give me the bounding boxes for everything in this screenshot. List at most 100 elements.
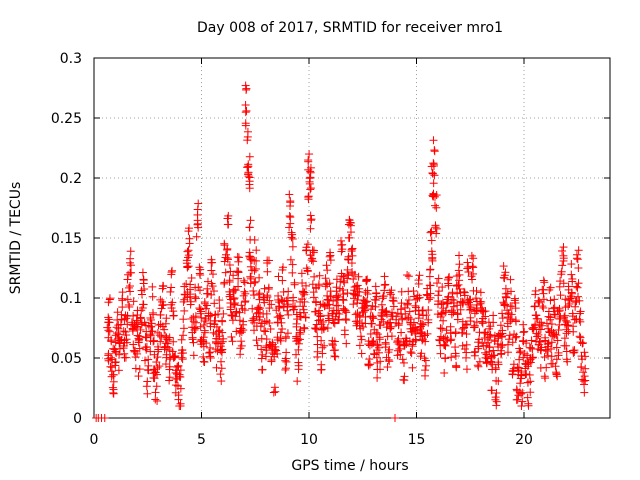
- data-point: [265, 319, 274, 328]
- data-point: [498, 341, 507, 350]
- data-point: [490, 351, 499, 360]
- data-point: [497, 343, 506, 352]
- data-point: [329, 346, 338, 355]
- data-point: [214, 327, 223, 336]
- data-point: [134, 336, 143, 345]
- data-point: [545, 285, 554, 294]
- data-point: [248, 316, 257, 325]
- data-point: [186, 300, 195, 309]
- data-point: [575, 315, 584, 324]
- data-point: [552, 343, 561, 352]
- data-point: [251, 277, 260, 286]
- data-point: [518, 388, 527, 397]
- data-point: [158, 301, 167, 310]
- data-point: [165, 376, 174, 385]
- data-point: [153, 353, 162, 362]
- data-point: [305, 150, 314, 159]
- data-point: [385, 288, 394, 297]
- data-point: [412, 326, 421, 335]
- data-point: [168, 347, 177, 356]
- data-point: [281, 354, 290, 363]
- data-point: [409, 318, 418, 327]
- data-point: [142, 382, 151, 391]
- data-point: [534, 330, 543, 339]
- data-point: [152, 382, 161, 391]
- data-point: [306, 184, 315, 193]
- data-point: [519, 320, 528, 329]
- data-point: [441, 353, 450, 362]
- data-point: [441, 333, 450, 342]
- data-point: [394, 339, 403, 348]
- data-point: [492, 388, 501, 397]
- data-point: [250, 278, 259, 287]
- data-point: [372, 328, 381, 337]
- data-point: [159, 300, 168, 309]
- data-point: [524, 399, 533, 408]
- data-point: [263, 267, 272, 276]
- data-point: [519, 328, 528, 337]
- data-point: [277, 318, 286, 327]
- data-point: [177, 335, 186, 344]
- data-point: [472, 286, 481, 295]
- data-point: [382, 310, 391, 319]
- data-point: [430, 161, 439, 170]
- data-point: [396, 350, 405, 359]
- data-point: [462, 320, 471, 329]
- data-point: [279, 263, 288, 272]
- data-point: [158, 284, 167, 293]
- y-axis-label: SRMTID / TECUs: [8, 182, 24, 295]
- data-point: [118, 303, 127, 312]
- data-point: [516, 379, 525, 388]
- data-point: [546, 315, 555, 324]
- data-point: [543, 340, 552, 349]
- data-point: [449, 308, 458, 317]
- y-tick-label: 0.15: [51, 231, 82, 247]
- data-point: [503, 322, 512, 331]
- data-point: [404, 272, 413, 281]
- data-point: [217, 364, 226, 373]
- data-point: [574, 292, 583, 301]
- data-point: [125, 302, 134, 311]
- data-point: [243, 163, 252, 172]
- data-point: [362, 276, 371, 285]
- data-point: [542, 363, 551, 372]
- data-point: [547, 352, 556, 361]
- data-point: [229, 271, 238, 280]
- data-point: [544, 351, 553, 360]
- data-point: [455, 284, 464, 293]
- data-point: [176, 366, 185, 375]
- data-point: [104, 326, 113, 335]
- data-point: [105, 327, 114, 336]
- data-point: [532, 311, 541, 320]
- data-point: [111, 347, 120, 356]
- data-point: [379, 317, 388, 326]
- data-point: [300, 308, 309, 317]
- data-point: [507, 287, 516, 296]
- data-point: [578, 338, 587, 347]
- data-point: [272, 346, 281, 355]
- data-point: [428, 169, 437, 178]
- data-point: [258, 350, 267, 359]
- y-tick-label: 0: [73, 411, 82, 427]
- data-point: [497, 333, 506, 342]
- data-point: [565, 299, 574, 308]
- data-point: [194, 223, 203, 232]
- data-point: [246, 262, 255, 271]
- data-point: [155, 331, 164, 340]
- data-point: [234, 267, 243, 276]
- data-point: [292, 319, 301, 328]
- data-point: [500, 274, 509, 283]
- data-point: [580, 388, 589, 397]
- data-point: [401, 309, 410, 318]
- data-point: [350, 294, 359, 303]
- data-point: [219, 309, 228, 318]
- data-point: [217, 357, 226, 366]
- data-point: [465, 305, 474, 314]
- y-tick-label: 0.2: [60, 171, 82, 187]
- data-point: [555, 282, 564, 291]
- data-point: [340, 326, 349, 335]
- data-point: [227, 332, 236, 341]
- data-point: [278, 276, 287, 285]
- data-point: [424, 306, 433, 315]
- data-point: [357, 349, 366, 358]
